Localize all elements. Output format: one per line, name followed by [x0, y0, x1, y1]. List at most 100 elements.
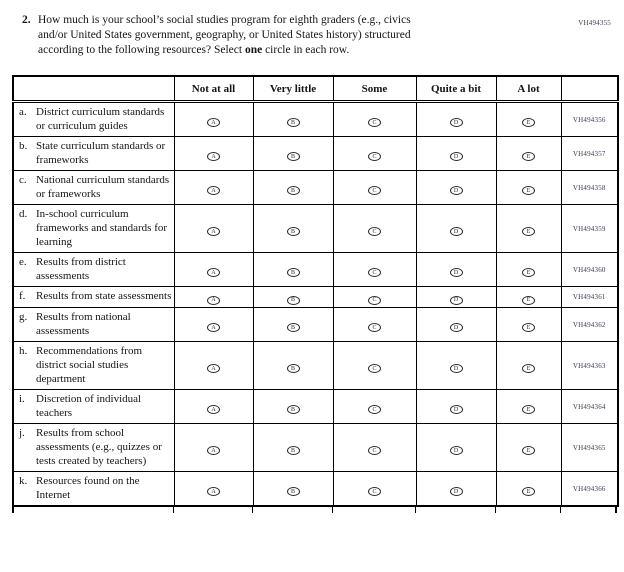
answer-bubble-i-d[interactable]: D	[449, 405, 463, 414]
answer-bubble-i-c[interactable]: C	[368, 405, 381, 414]
answer-bubble-d-c[interactable]: C	[368, 227, 381, 236]
answer-bubble-g-c[interactable]: C	[368, 323, 381, 332]
bubble-letter: C	[372, 269, 377, 276]
answer-bubble-f-b[interactable]: B	[286, 295, 300, 305]
row-letter: c.	[19, 174, 27, 186]
answer-bubble-f-e[interactable]: E	[522, 295, 535, 305]
bubble-letter: B	[290, 187, 295, 194]
answer-bubble-j-c[interactable]: C	[368, 446, 381, 455]
answer-bubble-k-c[interactable]: C	[368, 487, 381, 496]
row-code: VH494359	[560, 204, 619, 253]
table-row: f. Results from state assessments A B C …	[12, 286, 619, 308]
table-row: b. State curriculum standards or framewo…	[12, 136, 619, 171]
bubble-letter: C	[372, 365, 377, 372]
answer-bubble-a-c[interactable]: C	[368, 118, 381, 127]
answer-bubble-k-b[interactable]: B	[286, 487, 300, 496]
row-label-cell: f. Results from state assessments	[12, 286, 175, 308]
answer-bubble-k-d[interactable]: D	[449, 487, 463, 496]
row-label: National curriculum standards or framewo…	[36, 174, 170, 200]
row-code: VH494358	[560, 170, 619, 205]
answer-bubble-f-c[interactable]: C	[368, 295, 381, 305]
answer-bubble-c-c[interactable]: C	[368, 186, 381, 195]
answer-bubble-c-a[interactable]: A	[207, 186, 220, 195]
answer-bubble-j-a[interactable]: A	[207, 446, 220, 455]
answer-bubble-h-e[interactable]: E	[522, 364, 535, 373]
answer-bubble-b-a[interactable]: A	[207, 152, 220, 161]
row-label: Recommendations from district social stu…	[36, 345, 143, 385]
answer-bubble-a-a[interactable]: A	[207, 118, 220, 127]
row-label-cell: e. Results from district assessments	[12, 252, 175, 287]
row-label: State curriculum standards or frameworks	[36, 140, 166, 166]
answer-bubble-b-c[interactable]: C	[368, 152, 381, 161]
row-letter: i.	[19, 393, 25, 405]
answer-bubble-i-b[interactable]: B	[286, 405, 300, 414]
row-label-cell: c. National curriculum standards or fram…	[12, 170, 175, 205]
answer-bubble-j-b[interactable]: B	[286, 446, 300, 455]
answer-bubble-a-b[interactable]: B	[286, 118, 300, 127]
cell-quite-a-bit: D	[415, 286, 497, 308]
bubble-letter: C	[372, 488, 377, 495]
table-row: g. Results from national assessments A B…	[12, 307, 619, 342]
cell-some: C	[332, 136, 417, 171]
answer-bubble-j-e[interactable]: E	[522, 446, 535, 455]
bubble-letter: D	[453, 187, 459, 194]
row-code: VH494361	[560, 286, 619, 308]
answer-bubble-h-d[interactable]: D	[449, 364, 463, 373]
answer-bubble-g-e[interactable]: E	[522, 323, 535, 332]
answer-bubble-d-b[interactable]: B	[286, 227, 300, 236]
table-grid-stub	[615, 507, 617, 513]
question-line-2: and/or United States government, geograp…	[38, 29, 411, 41]
answer-bubble-a-d[interactable]: D	[449, 118, 463, 127]
answer-bubble-b-e[interactable]: E	[522, 152, 535, 161]
answer-bubble-k-a[interactable]: A	[207, 487, 220, 496]
row-label: Results from district assessments	[36, 256, 126, 282]
answer-bubble-b-b[interactable]: B	[286, 152, 300, 161]
answer-bubble-g-b[interactable]: B	[286, 323, 300, 332]
answer-bubble-k-e[interactable]: E	[522, 487, 535, 496]
answer-bubble-g-d[interactable]: D	[449, 323, 463, 332]
bubble-letter: B	[290, 488, 295, 495]
row-code: VH494363	[560, 341, 619, 390]
row-code: VH494366	[560, 471, 619, 507]
cell-very-little: B	[252, 341, 334, 390]
answer-bubble-d-a[interactable]: A	[207, 227, 220, 236]
table-row: c. National curriculum standards or fram…	[12, 170, 619, 205]
bubble-letter: A	[211, 406, 216, 413]
answer-bubble-c-e[interactable]: E	[522, 186, 535, 195]
bubble-letter: B	[290, 119, 295, 126]
answer-bubble-e-a[interactable]: A	[207, 268, 220, 277]
answer-bubble-f-d[interactable]: D	[449, 295, 463, 305]
answer-bubble-e-d[interactable]: D	[449, 268, 463, 277]
answer-bubble-e-e[interactable]: E	[522, 268, 535, 277]
answer-bubble-c-d[interactable]: D	[449, 186, 463, 195]
answer-bubble-f-a[interactable]: A	[207, 295, 220, 305]
row-letter: a.	[19, 106, 27, 118]
cell-very-little: B	[252, 252, 334, 287]
answer-bubble-j-d[interactable]: D	[449, 446, 463, 455]
cell-a-lot: E	[495, 136, 562, 171]
bubble-letter: C	[372, 187, 377, 194]
answer-bubble-c-b[interactable]: B	[286, 186, 300, 195]
bubble-letter: D	[453, 269, 459, 276]
row-code: VH494360	[560, 252, 619, 287]
table-header: Not at all Very little Some Quite a bit …	[12, 75, 619, 103]
answer-bubble-e-c[interactable]: C	[368, 268, 381, 277]
cell-quite-a-bit: D	[415, 252, 497, 287]
answer-bubble-i-a[interactable]: A	[207, 405, 220, 414]
answer-bubble-a-e[interactable]: E	[522, 118, 535, 127]
answer-bubble-e-b[interactable]: B	[286, 268, 300, 277]
row-code: VH494364	[560, 389, 619, 424]
bubble-letter: A	[211, 228, 216, 235]
answer-bubble-h-b[interactable]: B	[286, 364, 300, 373]
table-grid-stub	[560, 507, 561, 513]
cell-not-at-all: A	[173, 341, 254, 390]
bubble-letter: C	[372, 324, 377, 331]
answer-bubble-h-c[interactable]: C	[368, 364, 381, 373]
answer-bubble-d-d[interactable]: D	[449, 227, 463, 236]
answer-bubble-b-d[interactable]: D	[449, 152, 463, 161]
answer-bubble-h-a[interactable]: A	[207, 364, 220, 373]
answer-bubble-g-a[interactable]: A	[207, 323, 220, 332]
answer-bubble-i-e[interactable]: E	[522, 405, 535, 414]
cell-a-lot: E	[495, 307, 562, 342]
answer-bubble-d-e[interactable]: E	[522, 227, 535, 236]
